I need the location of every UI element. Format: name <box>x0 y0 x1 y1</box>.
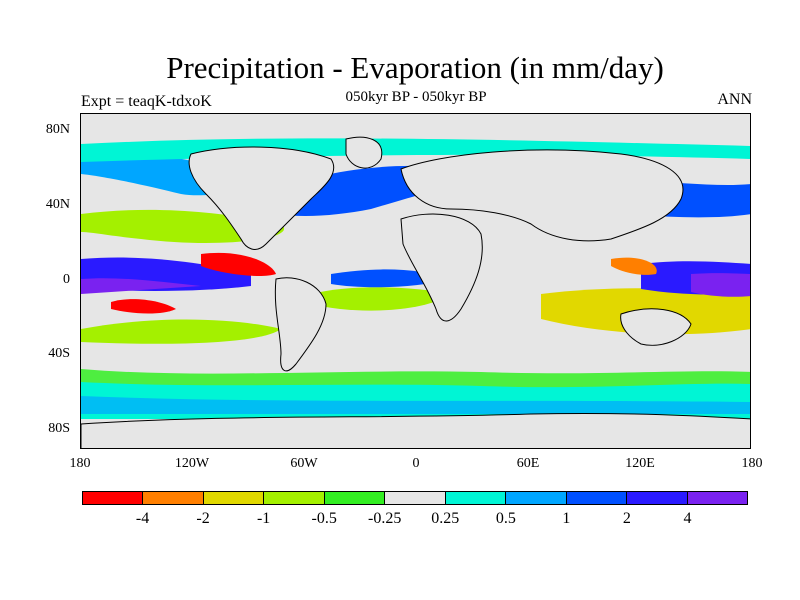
lat-label: 0 <box>63 272 70 287</box>
colorbar-label: 2 <box>622 510 631 527</box>
colorbar-label: -1 <box>256 510 271 527</box>
lon-label: 180 <box>741 456 763 471</box>
colorbar-label: 0.25 <box>431 510 460 527</box>
lat-label: 40S <box>48 346 70 361</box>
lon-label: 60E <box>516 456 540 471</box>
colorbar-label: -0.5 <box>311 510 337 527</box>
colorbar-swatch <box>83 492 144 504</box>
lon-label: 180 <box>69 456 91 471</box>
world-map-panel <box>80 113 751 449</box>
lon-label: 120W <box>174 456 210 471</box>
colorbar-swatch <box>203 492 265 504</box>
colorbar-label: 4 <box>683 510 692 527</box>
colorbar <box>82 491 748 505</box>
lon-label: 0 <box>412 456 420 471</box>
precip-evap-field <box>81 114 750 448</box>
colorbar-swatch <box>566 492 628 504</box>
experiment-label: Expt = teaqK-tdxoK <box>81 93 212 110</box>
lat-label: 80S <box>48 421 70 436</box>
colorbar-swatch <box>324 492 386 504</box>
colorbar-label: 1 <box>562 510 571 527</box>
colorbar-label: -4 <box>135 510 150 527</box>
colorbar-swatch <box>385 492 446 504</box>
lat-label: 40N <box>45 197 70 212</box>
colorbar-swatch <box>687 492 747 504</box>
colorbar-label: -2 <box>196 510 210 527</box>
plot-title: Precipitation - Evaporation (in mm/day) <box>166 50 664 85</box>
lat-label: 80N <box>45 122 70 137</box>
lon-label: 120E <box>625 456 655 471</box>
colorbar-swatch <box>506 492 567 504</box>
colorbar-swatch <box>627 492 688 504</box>
colorbar-label: 0.5 <box>495 510 516 527</box>
lon-label: 60W <box>290 456 318 471</box>
colorbar-swatch <box>445 492 507 504</box>
season-label: ANN <box>717 91 752 108</box>
plot-subtitle: 050kyr BP - 050kyr BP <box>345 89 487 105</box>
colorbar-swatch <box>264 492 325 504</box>
colorbar-label: -0.25 <box>368 510 402 527</box>
colorbar-swatch <box>143 492 204 504</box>
